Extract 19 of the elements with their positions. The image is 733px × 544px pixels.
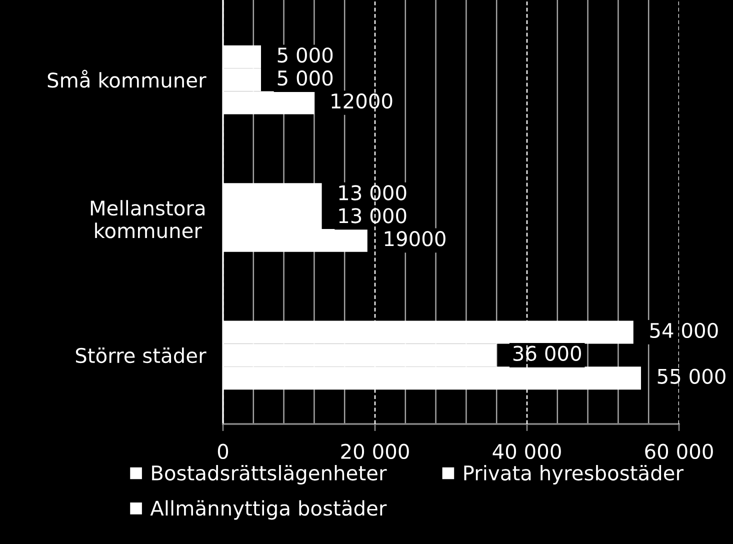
data-label: 19000 [384,231,446,246]
data-label: 12000 [332,93,392,109]
data-label: 5 000 [278,47,333,63]
data-label: 55 000 [658,368,726,384]
y-tick-label: Större städer [76,348,206,364]
x-tick-label: 40 000 [492,444,561,460]
x-tick-label: 60 000 [645,444,713,460]
legend-label: Bostadsrättslägenheter [152,465,387,484]
data-label: 13 000 [339,208,406,224]
y-tick-label: Mellanstora kommuner [90,200,205,238]
data-label: 54 000 [650,322,718,338]
legend-label: Privata hyresbostäder [464,465,684,484]
data-label: 36 000 [513,346,582,362]
legend-label: Allmännyttiga bostäder [150,500,387,520]
data-label: 13 000 [339,185,406,200]
data-label: 5 000 [278,70,333,86]
x-tick-label: 0 [218,444,228,460]
y-tick-label: Små kommuner [48,70,206,88]
x-tick-label: 20 000 [341,444,409,460]
